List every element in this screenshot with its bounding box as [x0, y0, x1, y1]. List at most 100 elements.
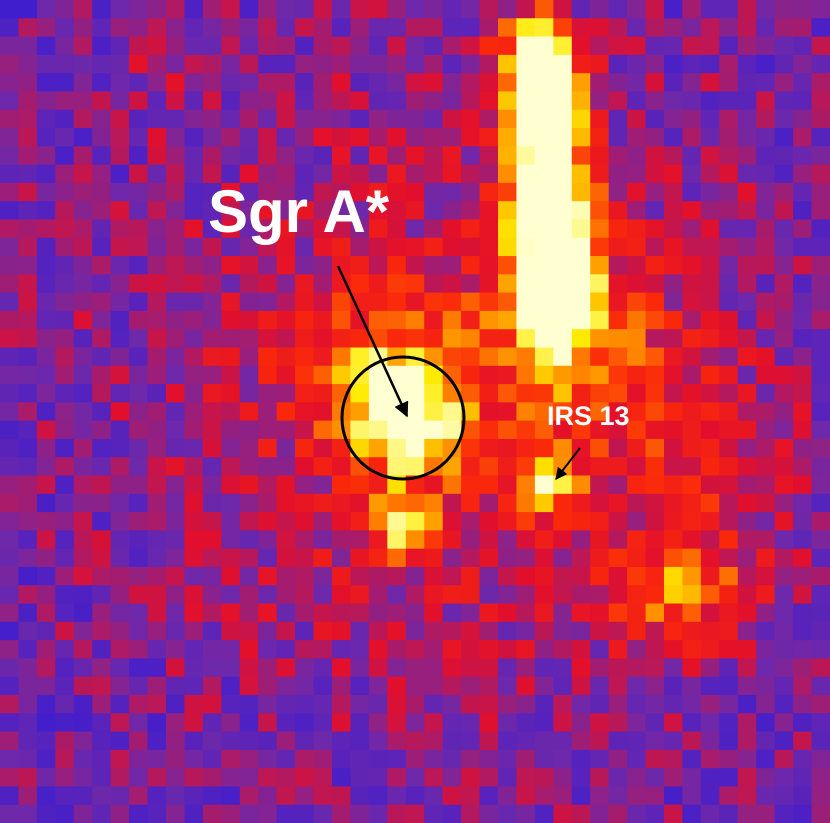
- pixel: [645, 146, 665, 166]
- pixel: [461, 676, 481, 696]
- pixel: [258, 457, 278, 477]
- pixel: [239, 347, 259, 367]
- pixel: [239, 548, 259, 568]
- pixel: [129, 274, 149, 294]
- pixel: [571, 274, 591, 294]
- pixel: [571, 384, 591, 403]
- pixel: [166, 347, 186, 367]
- pixel: [239, 384, 259, 403]
- pixel: [92, 438, 112, 458]
- pixel: [18, 347, 38, 367]
- pixel: [461, 804, 481, 823]
- pixel: [700, 512, 720, 531]
- pixel: [332, 621, 352, 641]
- pixel: [184, 146, 204, 166]
- pixel: [166, 384, 186, 403]
- pixel: [664, 91, 684, 111]
- pixel: [534, 457, 554, 477]
- pixel: [92, 274, 112, 294]
- pixel: [0, 603, 20, 623]
- pixel: [239, 109, 259, 129]
- pixel: [295, 18, 315, 38]
- pixel: [239, 182, 259, 202]
- pixel: [129, 566, 149, 586]
- pixel: [774, 548, 794, 568]
- pixel: [221, 256, 241, 275]
- pixel: [166, 329, 186, 349]
- pixel: [276, 731, 296, 751]
- pixel: [516, 109, 536, 129]
- pixel: [774, 256, 794, 275]
- pixel: [405, 512, 425, 531]
- pixel: [368, 512, 388, 531]
- pixel: [55, 694, 75, 714]
- pixel: [534, 164, 554, 184]
- pixel: [608, 18, 628, 38]
- pixel: [590, 768, 610, 788]
- pixel: [571, 365, 591, 385]
- pixel: [110, 493, 130, 513]
- pixel: [682, 402, 702, 422]
- pixel: [0, 73, 20, 93]
- pixel: [405, 786, 425, 806]
- pixel: [313, 164, 333, 184]
- pixel: [350, 694, 370, 714]
- pixel: [461, 182, 481, 202]
- pixel: [756, 219, 776, 239]
- pixel: [645, 73, 665, 93]
- pixel: [0, 713, 20, 733]
- pixel: [221, 329, 241, 349]
- pixel: [36, 786, 56, 806]
- pixel: [516, 749, 536, 769]
- pixel: [811, 475, 830, 495]
- pixel: [553, 493, 573, 513]
- pixel: [424, 676, 444, 696]
- pixel: [221, 603, 241, 623]
- pixel: [571, 804, 591, 823]
- pixel: [295, 329, 315, 349]
- pixel: [811, 786, 830, 806]
- pixel: [608, 475, 628, 495]
- pixel: [239, 329, 259, 349]
- pixel: [461, 438, 481, 458]
- pixel: [645, 109, 665, 129]
- pixel: [516, 731, 536, 751]
- pixel: [627, 621, 647, 641]
- pixel: [350, 146, 370, 166]
- pixel: [239, 201, 259, 221]
- pixel: [571, 164, 591, 184]
- pixel: [202, 713, 222, 733]
- pixel: [368, 274, 388, 294]
- pixel: [368, 603, 388, 623]
- pixel: [73, 365, 93, 385]
- pixel: [793, 420, 813, 440]
- pixel: [774, 804, 794, 823]
- pixel: [258, 219, 278, 239]
- pixel: [405, 384, 425, 403]
- pixel: [700, 256, 720, 275]
- pixel: [424, 548, 444, 568]
- pixel: [387, 292, 407, 312]
- pixel: [756, 713, 776, 733]
- pixel: [553, 128, 573, 147]
- pixel: [166, 219, 186, 239]
- pixel: [405, 768, 425, 788]
- pixel: [73, 292, 93, 312]
- pixel: [313, 109, 333, 129]
- pixel: [719, 512, 739, 531]
- pixel: [202, 292, 222, 312]
- pixel: [18, 603, 38, 623]
- pixel: [166, 109, 186, 129]
- pixel: [811, 438, 830, 458]
- pixel: [73, 658, 93, 678]
- pixel: [36, 713, 56, 733]
- pixel: [350, 182, 370, 202]
- pixel: [534, 128, 554, 147]
- pixel: [36, 347, 56, 367]
- pixel: [498, 91, 518, 111]
- pixel: [258, 310, 278, 330]
- pixel: [332, 91, 352, 111]
- pixel: [461, 585, 481, 605]
- pixel: [295, 109, 315, 129]
- pixel: [202, 347, 222, 367]
